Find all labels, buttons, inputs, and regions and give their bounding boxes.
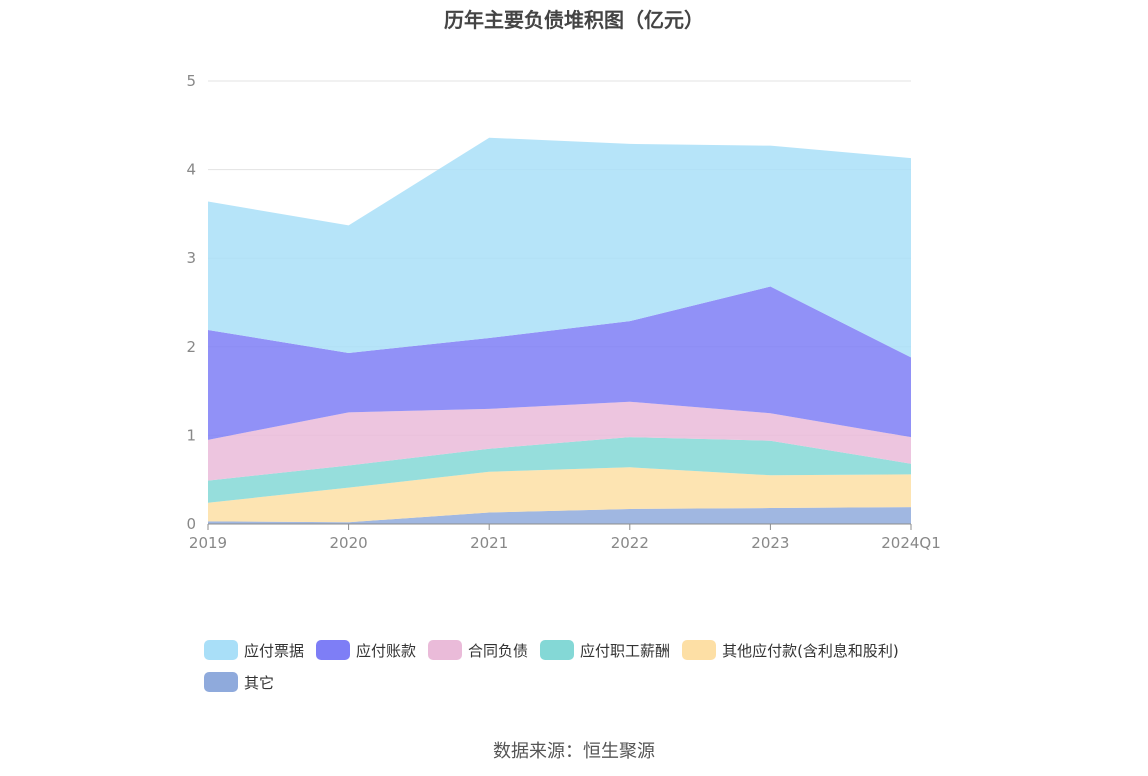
y-tick-label: 0: [186, 515, 196, 533]
legend-swatch: [682, 640, 717, 660]
legend-label: 其它: [244, 673, 275, 692]
legend-swatch: [540, 640, 575, 660]
legend-swatch: [204, 640, 238, 660]
legend-item[interactable]: 其它: [204, 672, 274, 692]
stacked-area-chart: 0 1 2 3 4 5 2019 2020 2021 2022 2023 2024Q1: [186, 72, 940, 552]
area-series-1: [208, 467, 911, 523]
y-tick-label: 1: [186, 426, 196, 444]
x-tick-label: 2020: [330, 534, 368, 552]
legend-swatch: [428, 640, 463, 660]
legend-label: 合同负债: [468, 641, 529, 660]
area-series-4: [208, 286, 911, 440]
legend-swatch: [316, 640, 351, 660]
x-tick-label: 2021: [470, 534, 508, 552]
area-series-0: [208, 507, 911, 524]
y-tick-label: 2: [186, 338, 196, 356]
source-note: 数据来源：恒生聚源: [493, 741, 655, 762]
area-layer: [208, 137, 911, 524]
legend-item[interactable]: 应付票据: [204, 640, 304, 660]
legend-item[interactable]: 应付职工薪酬: [540, 640, 670, 660]
y-tick-label: 4: [186, 161, 196, 179]
legend-item[interactable]: 其他应付款(含利息和股利): [682, 640, 899, 660]
legend: 应付票据 应付账款 合同负债 应付职工薪酬 其他应付款(含利息和股利) 其它: [204, 640, 964, 692]
area-series-3: [208, 401, 911, 481]
area-series-2: [208, 437, 911, 503]
axis-layer: 0 1 2 3 4 5 2019 2020 2021 2022 2023 2024Q1: [186, 72, 940, 552]
legend-label: 应付职工薪酬: [580, 641, 671, 660]
x-tick-label: 2024Q1: [881, 534, 941, 552]
x-tick-label: 2019: [189, 534, 227, 552]
legend-swatch: [204, 672, 238, 692]
chart-title: 历年主要负债堆积图（亿元）: [444, 8, 704, 32]
x-tick-label: 2023: [751, 534, 789, 552]
area-series-5: [208, 137, 911, 358]
legend-label: 应付账款: [356, 641, 417, 660]
y-tick-label: 5: [186, 72, 196, 90]
legend-item[interactable]: 合同负债: [428, 640, 528, 660]
x-tick-label: 2022: [611, 534, 649, 552]
legend-label: 应付票据: [244, 641, 305, 660]
legend-item[interactable]: 应付账款: [316, 640, 416, 660]
y-tick-label: 3: [186, 249, 196, 267]
legend-label: 其他应付款(含利息和股利): [722, 641, 899, 660]
